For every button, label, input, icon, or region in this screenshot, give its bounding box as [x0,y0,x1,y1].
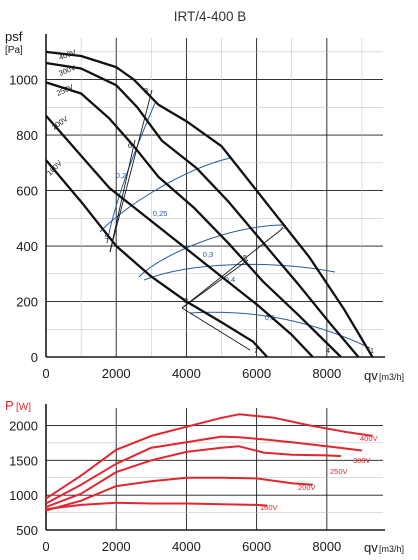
y-tick-label: 1500 [9,453,38,468]
pressure-curve-160V [45,159,269,358]
point-label-1: 1 [370,346,374,355]
series-label-200V: 200V [50,114,70,131]
power-series-label-250V: 250V [330,467,348,476]
pressure-chart: IRT/4-400 B 0 200 400 600 800 1000 0 2000 4000 600… [5,9,404,383]
point-label-3: 3 [144,86,148,95]
series-label-400V: 400V [58,47,78,61]
power-series-label-160V: 160V [260,503,278,512]
x-tick-label: 4000 [172,539,201,554]
y-tick-label: 1000 [9,73,38,88]
power-curve-300V [45,435,363,505]
efficiency-curve-0-25 [143,263,336,281]
power-chart: 500 1000 1500 2000 0 2000 4000 6000 8000 P [W] qv [m… [5,398,404,555]
x-tick-label: 8000 [312,539,341,554]
efficiency-label: 0,4 [225,275,235,284]
power-curve-250V [45,445,341,508]
power-curve-200V [45,476,313,512]
pressure-curve-400V [45,50,374,358]
power-curve-400V [45,413,373,500]
y-axis-unit: [Pa] [5,45,23,56]
efficiency-label: 0,25 [153,209,168,218]
system-line [181,259,249,309]
efficiency-label: 0,2 [116,171,126,180]
y-tick-label: 400 [16,239,38,254]
pressure-curve-200V [45,114,314,358]
x-tick-label: 2000 [102,539,131,554]
power-series-label-200V: 200V [298,483,316,492]
y-tick-label: 500 [16,523,38,538]
x-tick-label: 2000 [102,366,131,381]
efficiency-curve-0-5 [106,102,156,244]
system-line [181,228,283,309]
x-tick-label: 0 [42,539,49,554]
point-label-4: 4 [326,346,330,355]
x-axis-label: qv [364,368,378,383]
x-axis-label: qv [364,540,378,555]
x-tick-label: 8000 [312,366,341,381]
y-axis-unit: [W] [16,402,31,413]
point-label-9: 9 [105,232,109,241]
pressure-curve-250V [45,81,342,358]
efficiency-label: 0,3 [203,250,213,259]
pressure-curve-300V [45,61,360,358]
x-tick-label: 6000 [242,539,271,554]
system-line [181,307,251,351]
x-tick-label: 4000 [172,366,201,381]
y-tick-label: 0 [31,350,38,365]
point-label-5: 5 [243,253,247,262]
y-tick-label: 800 [16,128,38,143]
system-line [109,139,136,253]
chart-title: IRT/4-400 B [174,9,247,24]
point-label-7: 7 [254,346,258,355]
power-series-label-400V: 400V [360,434,378,443]
power-curve-160V [45,501,268,511]
point-label-8: 8 [184,296,188,305]
y-axis-label: P [5,398,14,413]
point-label-6: 6 [128,141,132,150]
y-axis-label: psf [5,29,23,44]
y-tick-label: 2000 [9,418,38,433]
x-tick-label: 0 [42,366,49,381]
y-tick-label: 600 [16,184,38,199]
point-label-2: 2 [281,222,285,231]
series-label-250V: 250V [55,82,75,98]
y-tick-label: 200 [16,295,38,310]
x-axis-unit: [m3/h] [379,372,404,382]
x-axis-unit: [m3/h] [379,544,404,554]
efficiency-curve-0-4 [99,157,231,233]
power-series-label-300V: 300V [353,456,371,465]
x-tick-label: 6000 [242,366,271,381]
efficiency-label: 0,5 [265,313,275,322]
y-tick-label: 1000 [9,488,38,503]
efficiency-curve-0-3 [138,224,285,278]
